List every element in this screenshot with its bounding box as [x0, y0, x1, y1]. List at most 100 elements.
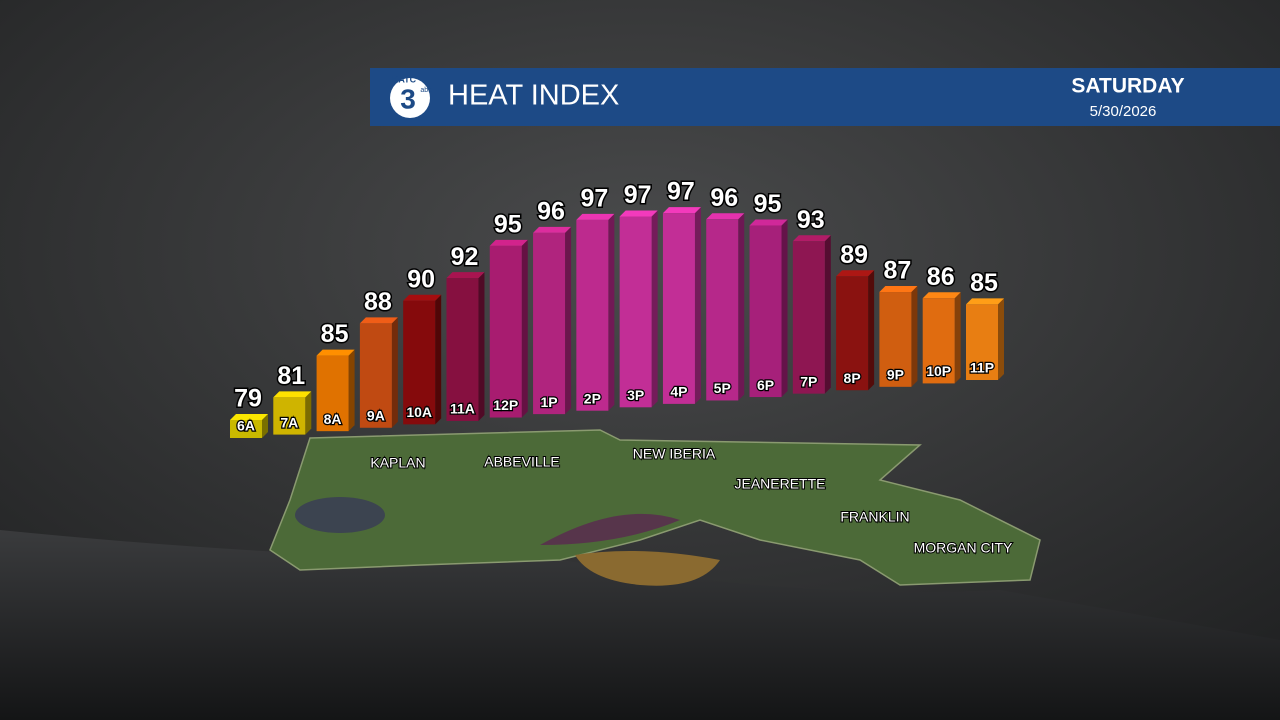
- bar: [359, 323, 392, 428]
- bar: [966, 304, 998, 380]
- time-label: 10A: [406, 404, 432, 420]
- bar-top: [619, 210, 658, 217]
- bay: [540, 513, 680, 545]
- time-label: 1P: [540, 394, 557, 410]
- bar-side: [868, 270, 875, 391]
- parishes: [269, 429, 1041, 586]
- value-label: 92: [451, 243, 479, 271]
- value-label: 96: [537, 198, 565, 226]
- bar: [533, 232, 566, 415]
- bar: [576, 219, 609, 411]
- bar-top: [533, 226, 572, 233]
- logo-badge: [390, 78, 430, 118]
- bar-top: [662, 207, 701, 214]
- time-label: 12P: [493, 397, 518, 413]
- time-label: 8P: [844, 370, 861, 386]
- bar-top: [403, 294, 442, 301]
- bar-top: [273, 391, 312, 398]
- bar-top: [836, 270, 875, 277]
- value-label: 81: [277, 362, 305, 390]
- value-label: 90: [407, 265, 435, 293]
- time-label: 9P: [887, 367, 904, 383]
- value-label: 85: [321, 320, 349, 348]
- bar: [619, 216, 652, 408]
- value-label: 97: [667, 178, 695, 206]
- value-label: 88: [364, 288, 392, 316]
- bar: [706, 219, 739, 401]
- place-label: FRANKLIN: [840, 509, 909, 525]
- bar-side: [435, 294, 442, 425]
- place-label: KAPLAN: [370, 455, 425, 471]
- value-label: 87: [884, 257, 912, 285]
- value-label: 93: [797, 206, 825, 234]
- time-label: 11P: [970, 360, 994, 376]
- bar-top: [576, 213, 615, 220]
- bar-top: [230, 414, 268, 420]
- logo-network: abc: [420, 87, 432, 94]
- bar: [403, 300, 436, 425]
- bar-side: [651, 210, 658, 408]
- place-label: MORGAN CITY: [914, 540, 1013, 556]
- bar-top: [922, 292, 961, 299]
- time-label: 9A: [367, 407, 385, 423]
- time-label: 11A: [450, 401, 475, 417]
- bar: [922, 298, 955, 384]
- marsh-island: [575, 551, 720, 586]
- time-label: 8A: [324, 411, 342, 427]
- value-label: 96: [710, 184, 738, 212]
- bar-top: [446, 272, 485, 279]
- bar-side: [954, 292, 961, 384]
- time-label: 6P: [757, 377, 774, 393]
- bar-side: [608, 213, 615, 411]
- value-label: 85: [970, 269, 998, 297]
- bar-side: [305, 391, 312, 435]
- bar-side: [998, 298, 1004, 380]
- bar: [662, 213, 695, 404]
- bar-top: [792, 235, 831, 242]
- title: HEAT INDEX: [448, 80, 619, 112]
- place-label: JEANERETTE: [734, 476, 825, 492]
- logo-number: 3: [400, 83, 416, 114]
- lake: [295, 497, 385, 533]
- bar-side: [911, 286, 918, 387]
- bar-side: [521, 239, 528, 418]
- time-label: 5P: [714, 380, 731, 396]
- bar-side: [824, 235, 831, 394]
- value-label: 95: [754, 190, 782, 218]
- time-label: 7P: [800, 373, 817, 389]
- bar: [792, 241, 825, 394]
- bar-top: [706, 213, 745, 220]
- bar-side: [391, 317, 398, 428]
- bar-side: [565, 226, 572, 415]
- bar: [489, 245, 522, 418]
- place-label: ABBEVILLE: [484, 454, 560, 470]
- bar: [316, 355, 349, 432]
- date: 5/30/2026: [1090, 103, 1157, 120]
- day: SATURDAY: [1071, 75, 1184, 98]
- bar: [273, 397, 306, 435]
- bar-top: [966, 298, 1004, 305]
- bar-top: [489, 239, 528, 246]
- time-label: 3P: [627, 387, 644, 403]
- bar-side: [478, 272, 485, 421]
- bar-side: [781, 219, 788, 398]
- time-label: 4P: [670, 384, 687, 400]
- time-label: 10P: [926, 363, 951, 379]
- logo-name: KATC: [392, 74, 417, 84]
- time-label: 7A: [280, 414, 298, 430]
- bar: [749, 225, 782, 398]
- value-label: 86: [927, 263, 955, 291]
- bar-top: [749, 219, 788, 226]
- time-label: 6A: [237, 418, 255, 434]
- bar-side: [348, 349, 355, 432]
- value-label: 79: [234, 385, 262, 413]
- bars: 79 6A 81 7A 85 8A 88 9A 90 10A 92 11A 95 12P 96 1P 97 2P 9…: [230, 176, 1004, 438]
- bar-side: [738, 213, 745, 401]
- header-bar: [370, 68, 1280, 126]
- bar: [879, 292, 912, 387]
- gulf: [0, 530, 1280, 720]
- place-label: NEW IBERIA: [633, 446, 716, 462]
- bar: [836, 276, 869, 391]
- value-label: 89: [840, 241, 868, 269]
